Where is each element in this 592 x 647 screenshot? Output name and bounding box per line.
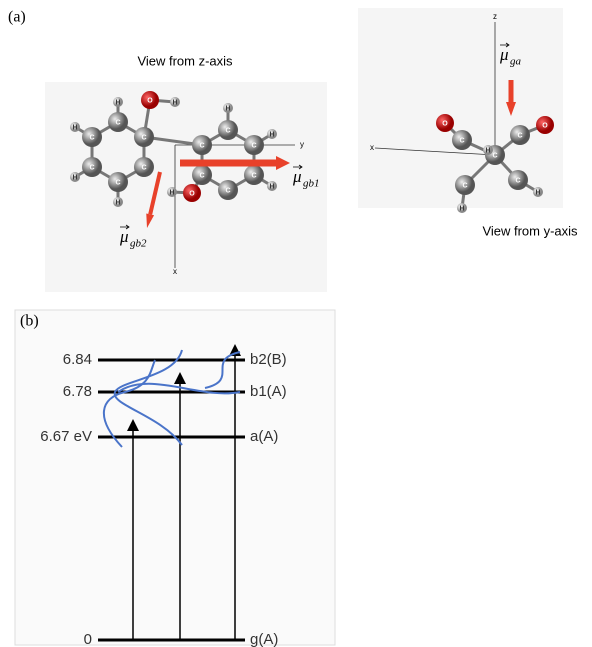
axis-label: y (300, 140, 304, 149)
atom-label: C (517, 132, 522, 139)
atom-label: H (269, 183, 274, 190)
state-label: a(A) (250, 428, 278, 445)
atom-label: C (225, 127, 230, 134)
atom-label: C (459, 137, 464, 144)
panel-label: (b) (20, 313, 39, 330)
atom-label: H (115, 99, 120, 106)
atom-label: C (89, 164, 94, 171)
state-label: b2(B) (250, 351, 287, 368)
atom-label: C (141, 164, 146, 171)
atom-label: C (225, 187, 230, 194)
state-label: g(A) (250, 631, 278, 647)
state-label: b1(A) (250, 383, 287, 400)
axis-label: x (173, 267, 177, 276)
atom-label: O (147, 97, 153, 104)
vector-symbol: μ (499, 45, 509, 64)
energy-label: 6.67 eV (40, 428, 92, 445)
atom-label: H (172, 99, 177, 106)
caption: View from z-axis (137, 53, 233, 68)
atom-label: C (199, 142, 204, 149)
atom-label: H (225, 105, 230, 112)
atom-label: H (269, 131, 274, 138)
vector-subscript: ga (510, 56, 522, 68)
atom-label: C (251, 172, 256, 179)
vector-symbol: μ (292, 167, 302, 186)
atom-label: C (115, 179, 120, 186)
axis-label: z (493, 12, 497, 21)
vector-subscript: gb1 (303, 178, 320, 190)
atom-label: C (492, 152, 497, 159)
panel-label: (a) (8, 9, 26, 26)
atom-label: O (442, 120, 448, 127)
energy-label: 6.84 (63, 351, 92, 368)
vector-symbol: μ (119, 227, 129, 246)
atom-label: C (115, 119, 120, 126)
atom-label: C (462, 182, 467, 189)
atom-label: O (189, 190, 195, 197)
axis-label: x (370, 143, 374, 152)
atom-label: H (72, 174, 77, 181)
atom-label: H (115, 199, 120, 206)
figure: (a) (b) View from z-axis View from y-axis C C… (0, 0, 592, 647)
atom-label: H (535, 189, 540, 196)
atom-label: C (251, 142, 256, 149)
atom-label: H (169, 189, 174, 196)
atom-label: O (542, 122, 548, 129)
atom-label: C (141, 134, 146, 141)
atom-label: C (515, 177, 520, 184)
energy-label: 6.78 (63, 383, 92, 400)
atom-label: H (485, 147, 490, 154)
atom-label: C (89, 134, 94, 141)
vector-subscript: gb2 (130, 238, 147, 250)
atom-label: H (459, 205, 464, 212)
energy-label: 0 (84, 631, 92, 647)
caption: View from y-axis (482, 223, 578, 238)
atom-label: C (199, 172, 204, 179)
atom-label: H (72, 124, 77, 131)
